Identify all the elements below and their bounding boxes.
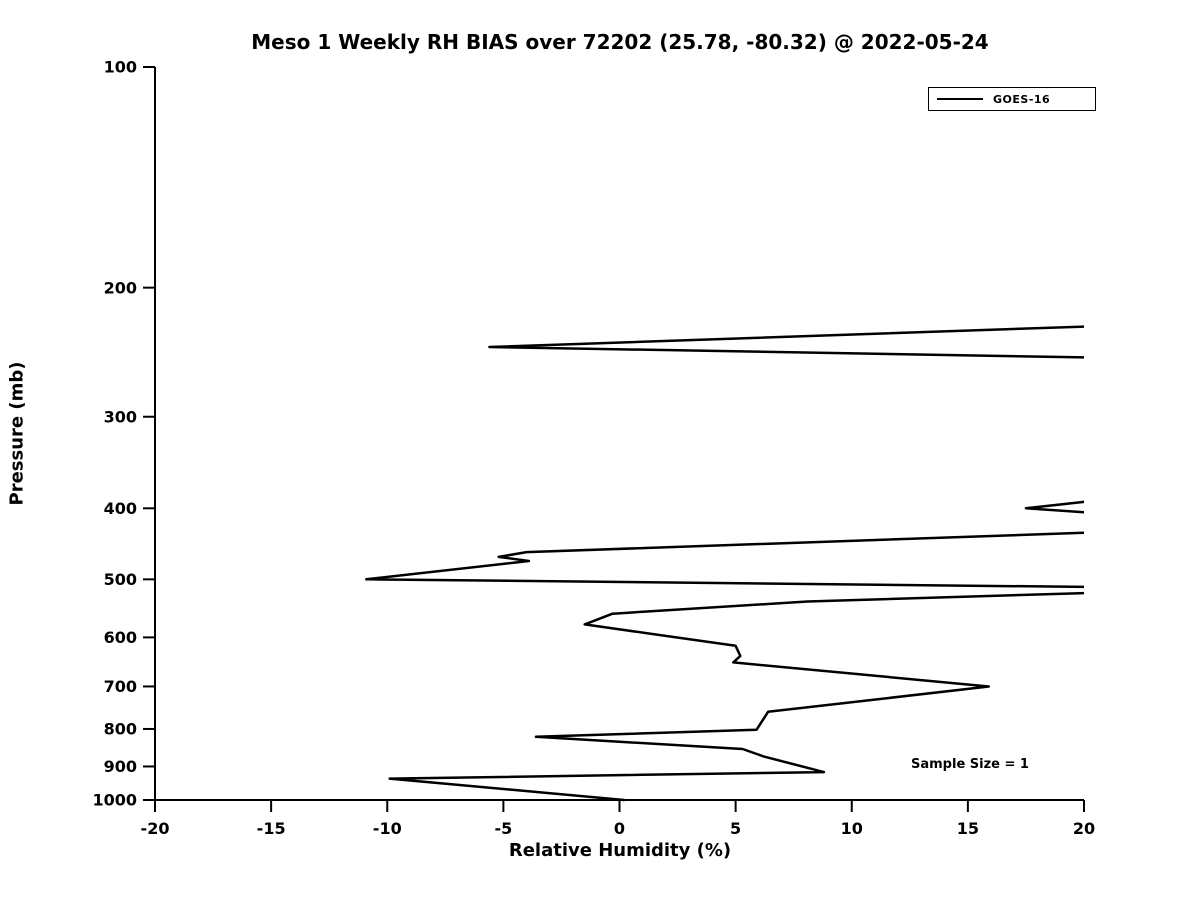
x-tick-label: 5 [730,819,741,838]
chart-title: Meso 1 Weekly RH BIAS over 72202 (25.78,… [251,30,989,54]
x-tick-label: 20 [1073,819,1095,838]
x-tick-label: 15 [957,819,979,838]
legend-line-swatch [937,98,983,100]
data-line-GOES-16 [388,591,1084,802]
x-tick-label: -15 [257,819,286,838]
y-tick-label: 500 [104,570,137,589]
y-tick-label: 900 [104,757,137,776]
y-tick-label: 800 [104,720,137,739]
data-line-GOES-16 [365,531,1084,589]
y-tick-label: 400 [104,499,137,518]
data-line-GOES-16 [1024,500,1084,514]
legend: GOES-16 [928,87,1096,111]
x-tick-label: -10 [373,819,402,838]
y-tick-label: 700 [104,677,137,696]
x-tick-label: 10 [841,819,863,838]
data-line-GOES-16 [488,325,1084,359]
y-tick-label: 300 [104,407,137,426]
y-tick-label: 200 [104,278,137,297]
legend-label: GOES-16 [993,92,1051,106]
x-tick-label: -20 [141,819,170,838]
sample-size-annotation: Sample Size = 1 [911,757,1029,772]
x-axis-label: Relative Humidity (%) [508,840,732,861]
y-tick-label: 100 [104,58,137,77]
series-group [365,325,1084,802]
x-tick-label: -5 [494,819,512,838]
y-tick-label: 1000 [92,791,137,810]
x-tick-label: 0 [614,819,625,838]
y-tick-label: 600 [104,628,137,647]
